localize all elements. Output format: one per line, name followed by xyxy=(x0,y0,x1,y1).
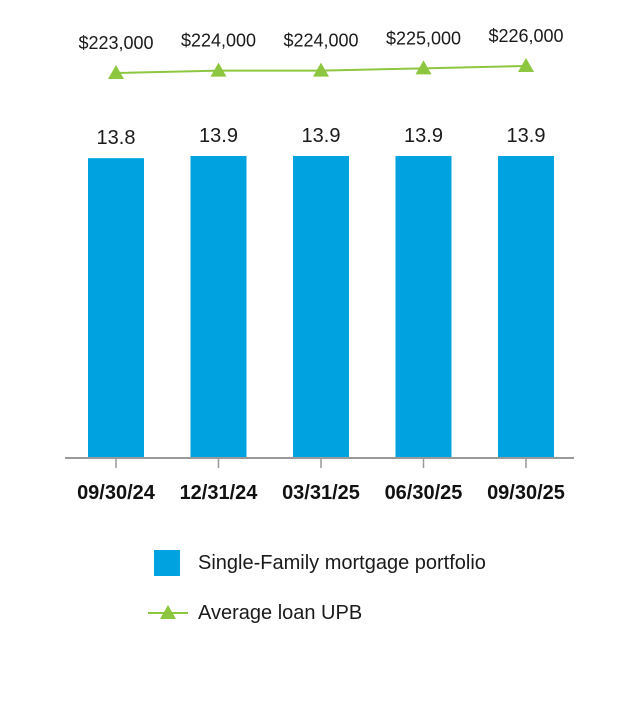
upb-value-label: $226,000 xyxy=(488,26,563,46)
legend-label-upb: Average loan UPB xyxy=(198,601,363,624)
upb-value-label: $224,000 xyxy=(283,31,358,51)
upb-value-label: $224,000 xyxy=(181,31,256,51)
x-tick-label: 03/31/25 xyxy=(282,482,360,504)
legend-line-triangle-icon xyxy=(148,600,188,626)
legend-entry-upb: Average loan UPB xyxy=(148,600,362,626)
bar xyxy=(395,156,452,458)
upb-value-labels: $223,000 $224,000 $224,000 $225,000 $226,000 xyxy=(78,26,563,53)
upb-marker-triangle xyxy=(108,65,124,79)
bar xyxy=(190,156,247,458)
legend-entry-portfolio: Single-Family mortgage portfolio xyxy=(148,550,486,576)
bar xyxy=(498,156,554,458)
upb-marker-triangle xyxy=(313,62,329,77)
bar-value-labels: 13.8 13.9 13.9 13.9 13.9 xyxy=(97,125,546,149)
x-tick-label: 09/30/25 xyxy=(487,482,565,504)
upb-marker-triangle xyxy=(210,62,227,77)
bar-value-label: 13.8 xyxy=(97,127,136,149)
x-axis-tick-labels: 09/30/24 12/31/24 03/31/25 06/30/25 09/30/25 xyxy=(77,482,565,504)
x-axis-ticks xyxy=(115,458,527,468)
bar xyxy=(88,158,144,458)
legend-bar-swatch xyxy=(154,550,180,576)
x-tick-label: 12/31/24 xyxy=(180,482,259,504)
legend-label-portfolio: Single-Family mortgage portfolio xyxy=(198,551,486,574)
bar-value-label: 13.9 xyxy=(199,125,238,147)
upb-marker-triangle xyxy=(518,58,534,72)
x-tick-label: 06/30/25 xyxy=(385,482,463,504)
combo-chart: 13.8 13.9 13.9 13.9 13.9 09/30/24 12/31/24 03/… xyxy=(65,26,574,504)
upb-markers xyxy=(108,58,534,79)
bar-value-label: 13.9 xyxy=(302,125,341,147)
bar xyxy=(293,156,349,458)
upb-marker-triangle xyxy=(415,60,432,75)
bar-series xyxy=(88,156,554,458)
bar-value-label: 13.9 xyxy=(404,125,443,147)
upb-value-label: $223,000 xyxy=(78,33,153,53)
x-tick-label: 09/30/24 xyxy=(77,482,156,504)
upb-value-label: $225,000 xyxy=(386,28,461,48)
bar-value-label: 13.9 xyxy=(507,125,546,147)
